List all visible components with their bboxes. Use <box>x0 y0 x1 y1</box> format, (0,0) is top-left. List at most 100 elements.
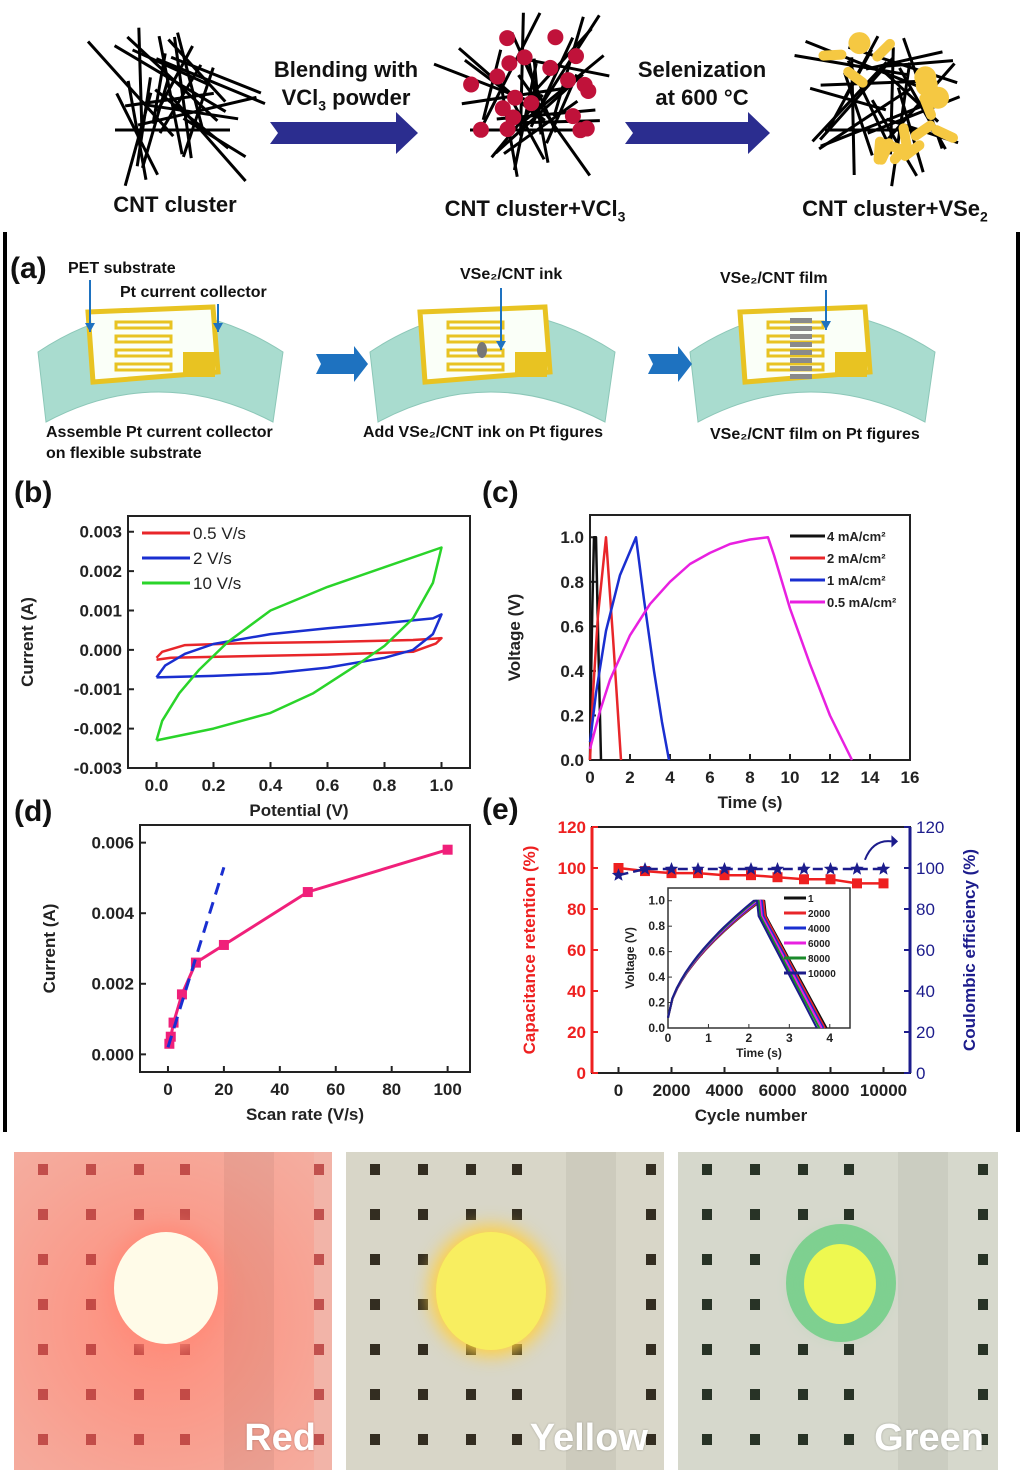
panel-e-label: (e) <box>482 793 519 826</box>
inset-y-tick-label: 0.0 <box>648 1021 665 1035</box>
cv-curve-05Vs <box>155 636 443 661</box>
vcl3-particle <box>472 121 489 138</box>
inset-legend-label: 4000 <box>808 924 831 935</box>
breadboard-hole <box>314 1164 324 1175</box>
breadboard-hole <box>798 1164 808 1175</box>
arrow2-line1: Selenization <box>637 57 767 82</box>
gcd-curve <box>588 536 603 761</box>
breadboard-hole <box>750 1299 760 1310</box>
breadboard-hole <box>702 1299 712 1310</box>
breadboard-hole <box>646 1344 656 1355</box>
cnt-tube <box>173 36 193 159</box>
breadboard-hole <box>180 1344 190 1355</box>
breadboard-hole <box>180 1389 190 1400</box>
y-tick-label: 0.003 <box>79 523 122 542</box>
y-tick-label: 0.000 <box>91 1045 134 1064</box>
breadboard-hole <box>314 1344 324 1355</box>
breadboard-hole <box>86 1434 96 1445</box>
breadboard-hole <box>134 1209 144 1220</box>
breadboard-hole <box>418 1344 428 1355</box>
breadboard-hole <box>134 1164 144 1175</box>
inset-legend-label: 1 <box>808 894 814 905</box>
breadboard-hole <box>180 1434 190 1445</box>
vse2-flake <box>843 66 868 88</box>
breadboard-hole <box>38 1209 48 1220</box>
pt-collector-annotation: Pt current collector <box>120 284 267 301</box>
breadboard-strip <box>224 1152 274 1470</box>
step2-label: CNT cluster+VCl3 <box>444 196 626 225</box>
breadboard-hole <box>702 1434 712 1445</box>
efficiency-star-marker <box>797 862 811 875</box>
legend-label: 2 V/s <box>193 549 232 568</box>
synthesis-schematic: Blending with VCl3 powder Selenization a… <box>0 0 1024 230</box>
left-y-axis-label: Capacitance retention (%) <box>520 846 539 1055</box>
breadboard-hole <box>38 1254 48 1265</box>
cnt-tube <box>115 92 159 176</box>
x-tick-label: 60 <box>326 1080 345 1099</box>
cnt-tube <box>154 88 230 150</box>
vcl3-particle <box>567 48 584 65</box>
gcd-curve <box>588 536 671 761</box>
breadboard-hole <box>314 1434 324 1445</box>
efficiency-star-marker <box>876 862 891 875</box>
breadboard-hole <box>844 1209 854 1220</box>
legend-label: 0.5 V/s <box>193 524 246 543</box>
breadboard-hole <box>418 1209 428 1220</box>
legend-label: 1 mA/cm² <box>827 573 886 588</box>
chart-b-cv: 0.0 0.2 0.4 0.6 0.8 1.0 -0.003 -0.002 -0.001 0.00… <box>18 515 471 820</box>
data-point-marker <box>302 887 313 898</box>
led-color-label: Red <box>244 1417 316 1459</box>
breadboard-hole <box>86 1164 96 1175</box>
retention-marker <box>878 878 889 889</box>
x-tick-label: 0 <box>585 768 594 787</box>
breadboard-hole <box>38 1299 48 1310</box>
vcl3-particle <box>523 95 540 112</box>
y-tick-label: 120 <box>558 818 586 837</box>
led-color-label: Yellow <box>529 1417 648 1459</box>
breadboard-hole <box>314 1299 324 1310</box>
x-tick-label: 16 <box>901 768 920 787</box>
breadboard-hole <box>646 1299 656 1310</box>
cnt-tube <box>131 48 210 86</box>
retention-marker <box>825 874 836 885</box>
chart-e-cycling: 0 2000 4000 6000 8000 10000020406080100120Cyc… <box>520 818 979 1125</box>
vse2-flake <box>876 138 895 165</box>
breadboard-hole <box>134 1389 144 1400</box>
figure-frame-left <box>3 232 7 1132</box>
breadboard-hole <box>512 1389 522 1400</box>
ink-annotation: VSe₂/CNT ink <box>460 266 563 283</box>
data-point-marker <box>168 1017 179 1028</box>
panel-a-svg <box>37 280 936 423</box>
vse2-film-stripe <box>790 366 812 371</box>
x-tick-label: 4 <box>665 768 675 787</box>
breadboard-hole <box>180 1164 190 1175</box>
x-tick-label: 4000 <box>706 1081 744 1100</box>
x-tick-label: 0.6 <box>316 776 340 795</box>
x-tick-label: 6000 <box>759 1081 797 1100</box>
y-tick-label: 1.0 <box>560 528 584 547</box>
breadboard-hole <box>134 1434 144 1445</box>
breadboard-hole <box>646 1254 656 1265</box>
cnt-tube <box>809 86 887 112</box>
breadboard-hole <box>702 1209 712 1220</box>
panel-d-label: (d) <box>14 795 53 828</box>
right-y-tick-label: 0 <box>916 1064 925 1083</box>
breadboard-hole <box>702 1164 712 1175</box>
vcl3-particle <box>547 29 564 46</box>
vse2-film-stripe <box>790 342 812 347</box>
efficiency-star-marker <box>717 862 732 875</box>
collector-pad <box>183 352 215 377</box>
efficiency-star-marker <box>691 862 705 875</box>
y-tick-label: 40 <box>567 982 586 1001</box>
step1-label: CNT cluster <box>113 192 237 217</box>
led-photo-green: Green <box>678 1152 998 1470</box>
panel-a-label: (a) <box>10 252 47 285</box>
x-tick-label: 40 <box>270 1080 289 1099</box>
breadboard-hole <box>750 1209 760 1220</box>
arrow1-line2: VCl3 powder <box>281 85 411 114</box>
legend-label: 4 mA/cm² <box>827 529 886 544</box>
y-tick-label: 0.002 <box>91 975 134 994</box>
y-axis-label: Voltage (V) <box>505 594 524 682</box>
efficiency-star-marker <box>744 862 758 875</box>
x-tick-label: 1.0 <box>430 776 454 795</box>
